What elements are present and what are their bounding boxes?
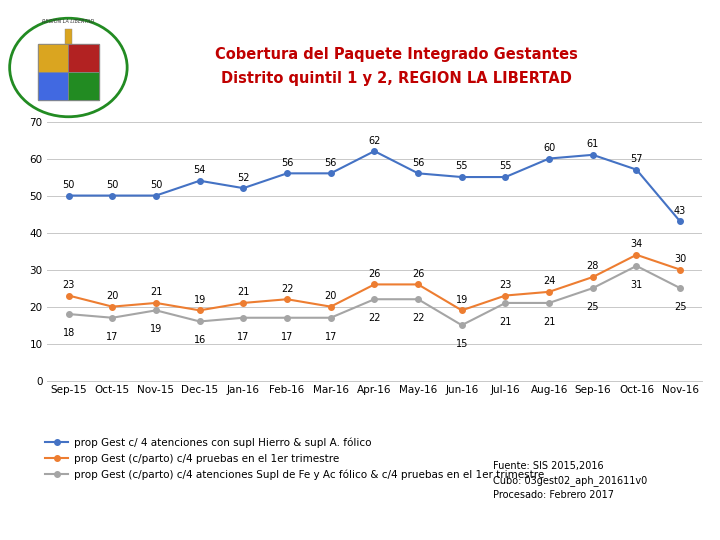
Text: 43: 43 bbox=[674, 206, 686, 216]
Text: 22: 22 bbox=[281, 284, 293, 294]
Text: 19: 19 bbox=[150, 324, 162, 334]
Text: 62: 62 bbox=[368, 136, 381, 146]
Bar bbox=[38, 72, 68, 100]
Text: 20: 20 bbox=[106, 291, 119, 301]
Text: 50: 50 bbox=[106, 180, 119, 190]
Text: 24: 24 bbox=[543, 276, 555, 286]
Text: 31: 31 bbox=[630, 280, 643, 290]
Text: 50: 50 bbox=[150, 180, 162, 190]
Text: 17: 17 bbox=[106, 332, 119, 342]
Text: 22: 22 bbox=[368, 313, 381, 323]
Text: 23: 23 bbox=[63, 280, 75, 290]
Text: 61: 61 bbox=[587, 139, 599, 149]
Text: 55: 55 bbox=[456, 161, 468, 172]
Text: 55: 55 bbox=[499, 161, 512, 172]
Bar bbox=[68, 44, 99, 72]
Bar bbox=[68, 72, 99, 100]
Text: 56: 56 bbox=[412, 158, 424, 168]
Text: Cobertura del Paquete Integrado Gestantes: Cobertura del Paquete Integrado Gestante… bbox=[215, 46, 577, 62]
Text: 17: 17 bbox=[237, 332, 250, 342]
Bar bbox=[38, 44, 68, 72]
Legend: prop Gest c/ 4 atenciones con supl Hierro & supl A. fólico, prop Gest (c/parto) : prop Gest c/ 4 atenciones con supl Hierr… bbox=[45, 438, 544, 481]
Text: Distrito quintil 1 y 2, REGION LA LIBERTAD: Distrito quintil 1 y 2, REGION LA LIBERT… bbox=[220, 71, 572, 86]
Text: 30: 30 bbox=[674, 254, 686, 264]
Text: 21: 21 bbox=[543, 317, 555, 327]
Text: Fuente: SIS 2015,2016
Cubo: 03gest02_aph_201611v0
Procesado: Febrero 2017: Fuente: SIS 2015,2016 Cubo: 03gest02_aph… bbox=[493, 461, 647, 500]
Text: 23: 23 bbox=[499, 280, 512, 290]
Text: 22: 22 bbox=[412, 313, 424, 323]
Text: 17: 17 bbox=[281, 332, 293, 342]
FancyBboxPatch shape bbox=[38, 44, 99, 100]
Text: 25: 25 bbox=[674, 302, 686, 312]
Text: 25: 25 bbox=[587, 302, 599, 312]
Text: 16: 16 bbox=[194, 335, 206, 346]
Text: 56: 56 bbox=[281, 158, 293, 168]
Text: 17: 17 bbox=[325, 332, 337, 342]
Text: 21: 21 bbox=[499, 317, 512, 327]
Text: 15: 15 bbox=[456, 339, 468, 349]
Text: 57: 57 bbox=[630, 154, 643, 164]
Text: 50: 50 bbox=[63, 180, 75, 190]
Text: 34: 34 bbox=[630, 239, 643, 249]
Text: REGIÓN LA LIBERTAD: REGIÓN LA LIBERTAD bbox=[42, 19, 94, 24]
Bar bbox=[65, 29, 72, 44]
Text: 56: 56 bbox=[325, 158, 337, 168]
Text: 19: 19 bbox=[456, 295, 468, 305]
Text: 19: 19 bbox=[194, 295, 206, 305]
Text: 26: 26 bbox=[412, 269, 424, 279]
Text: 18: 18 bbox=[63, 328, 75, 338]
Text: 21: 21 bbox=[150, 287, 162, 298]
Text: 52: 52 bbox=[237, 173, 250, 183]
Text: 26: 26 bbox=[368, 269, 381, 279]
Text: 60: 60 bbox=[543, 143, 555, 153]
Text: 54: 54 bbox=[194, 165, 206, 175]
Text: 20: 20 bbox=[325, 291, 337, 301]
Text: 21: 21 bbox=[237, 287, 250, 298]
Text: 28: 28 bbox=[587, 261, 599, 272]
